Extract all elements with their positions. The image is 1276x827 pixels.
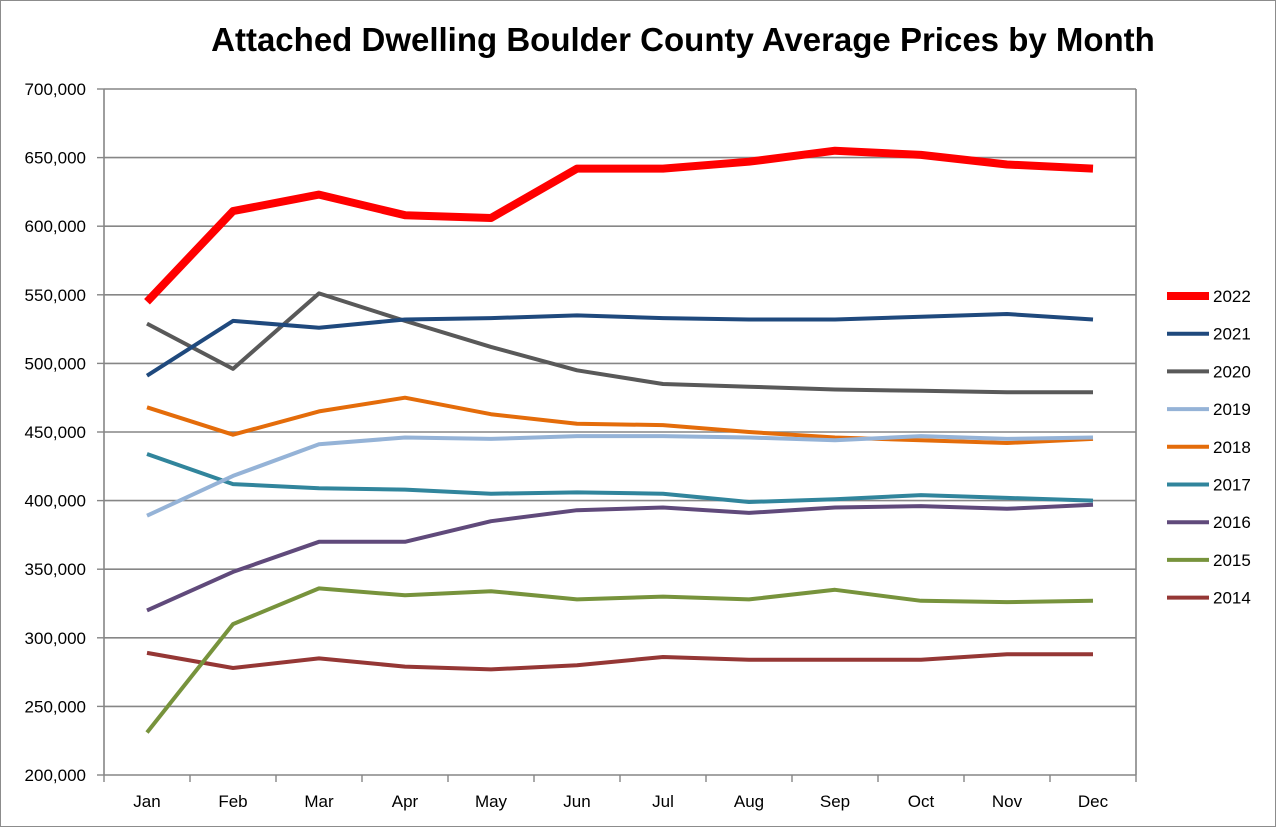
y-tick-label: 250,000: [25, 697, 86, 716]
series-line-2019: [146, 434, 1094, 518]
legend-label-2016: 2016: [1213, 513, 1251, 532]
series-line-2017: [146, 452, 1094, 504]
series-line-2018: [146, 395, 1094, 445]
axes: [97, 88, 1137, 782]
gridlines: [104, 88, 1136, 776]
x-tick-label: May: [475, 792, 508, 811]
legend-label-2020: 2020: [1213, 362, 1251, 381]
y-tick-label: 400,000: [25, 492, 86, 511]
x-tick-label: Sep: [820, 792, 850, 811]
x-tick-label: Feb: [218, 792, 247, 811]
series-line-2016: [146, 502, 1094, 613]
legend: 2022 2021 2020 2019 2018 2017 2016 2015 2014: [1167, 287, 1251, 608]
y-tick-label: 500,000: [25, 354, 86, 373]
x-axis-tick-labels: Jan Feb Mar Apr May Jun Jul Aug Sep Oct Nov Dec: [133, 792, 1108, 811]
chart-title: Attached Dwelling Boulder County Average…: [211, 21, 1155, 58]
legend-label-2015: 2015: [1213, 551, 1251, 570]
x-tick-label: Apr: [392, 792, 419, 811]
series-line-2015: [145, 586, 1094, 734]
legend-label-2021: 2021: [1213, 325, 1251, 344]
y-axis-tick-labels: 200,000 250,000 300,000 350,000 400,000 450,0…: [25, 80, 86, 785]
y-tick-label: 350,000: [25, 560, 86, 579]
legend-label-2019: 2019: [1213, 400, 1251, 419]
series-line-2021: [145, 312, 1094, 378]
x-tick-label: Oct: [908, 792, 935, 811]
legend-label-2014: 2014: [1213, 589, 1251, 608]
x-tick-label: Aug: [734, 792, 764, 811]
y-tick-label: 450,000: [25, 423, 86, 442]
x-tick-label: Jul: [652, 792, 674, 811]
x-tick-label: Dec: [1078, 792, 1109, 811]
series-lines: [144, 146, 1094, 734]
legend-label-2022: 2022: [1213, 287, 1251, 306]
x-tick-label: Jun: [563, 792, 590, 811]
y-tick-label: 200,000: [25, 766, 86, 785]
x-tick-label: Mar: [304, 792, 334, 811]
y-tick-label: 300,000: [25, 629, 86, 648]
x-tick-label: Jan: [133, 792, 160, 811]
series-line-2022: [144, 146, 1094, 305]
legend-label-2017: 2017: [1213, 476, 1251, 495]
y-tick-label: 650,000: [25, 149, 86, 168]
series-line-2020: [146, 291, 1093, 395]
legend-label-2018: 2018: [1213, 438, 1251, 457]
x-tick-label: Nov: [992, 792, 1023, 811]
y-tick-label: 550,000: [25, 286, 86, 305]
y-tick-label: 700,000: [25, 80, 86, 99]
series-line-2014: [146, 650, 1093, 672]
y-tick-label: 600,000: [25, 217, 86, 236]
